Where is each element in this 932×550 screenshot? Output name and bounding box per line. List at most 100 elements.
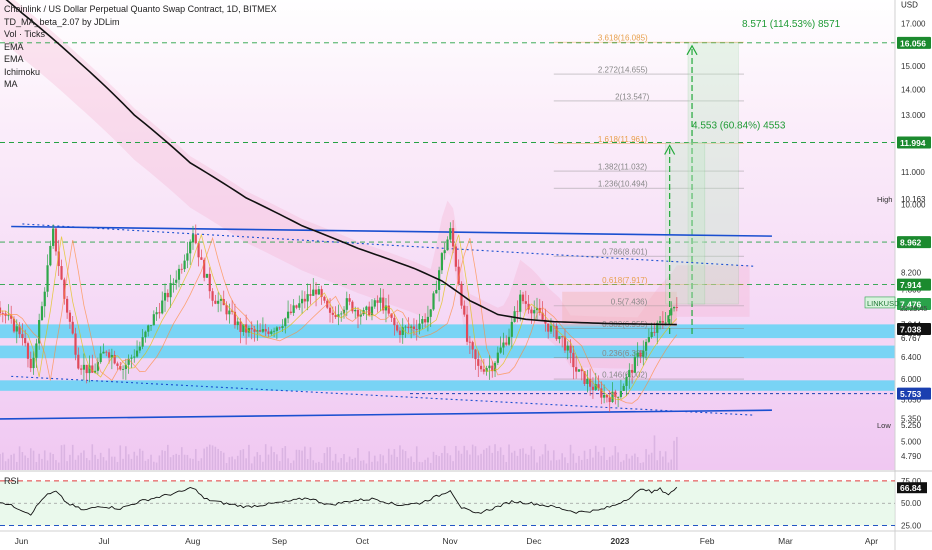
- candle-body: [121, 369, 125, 370]
- fib-level-label-5: 1.236(10.494): [598, 180, 648, 189]
- volume-bar: [530, 446, 533, 470]
- price-label-10: 6.767: [901, 334, 922, 343]
- volume-bar: [7, 458, 10, 470]
- candle-body: [340, 313, 343, 315]
- volume-bar: [332, 460, 334, 470]
- volume-bar: [580, 459, 583, 470]
- time-axis-tick-0: Jun: [15, 536, 29, 546]
- candle-body: [133, 356, 136, 358]
- candle-body: [365, 306, 368, 311]
- volume-bar: [522, 448, 524, 470]
- candle-body: [516, 311, 519, 313]
- candle-body: [284, 318, 287, 327]
- candle-body: [10, 315, 13, 319]
- price-label-9: 7.038: [900, 324, 922, 334]
- volume-bar: [139, 448, 141, 470]
- volume-bar: [642, 462, 645, 470]
- fib-level-label-10: 0.236(6.389): [602, 349, 648, 358]
- candle-body: [242, 324, 245, 332]
- candle-body: [493, 362, 497, 372]
- candle-body: [401, 327, 404, 335]
- candle-body: [66, 298, 69, 313]
- legend-indicator-ma[interactable]: MA: [4, 79, 18, 89]
- volume-bar: [586, 458, 589, 470]
- volume-bar: [544, 444, 547, 470]
- volume-bar: [208, 444, 211, 470]
- volume-bar: [239, 450, 242, 470]
- candle-body: [351, 301, 354, 312]
- price-axis-tick-7: 10.000: [901, 201, 926, 210]
- legend-title[interactable]: Chainlink / US Dollar Perpetual Quanto S…: [4, 4, 277, 14]
- legend-indicator-volume[interactable]: Vol · Ticks: [4, 29, 46, 39]
- candle-body: [446, 239, 449, 251]
- candle-body: [144, 331, 147, 338]
- candle-body: [474, 349, 477, 360]
- volume-bar: [320, 463, 323, 470]
- candle-body: [597, 384, 600, 389]
- candle-body: [7, 315, 10, 317]
- volume-bar: [60, 445, 63, 470]
- volume-bar: [203, 448, 205, 470]
- candle-body: [189, 242, 192, 254]
- candle-body: [158, 312, 161, 314]
- candle-body: [440, 253, 444, 271]
- volume-bar: [480, 453, 482, 470]
- candle-body: [530, 309, 533, 314]
- volume-bar: [656, 460, 659, 470]
- volume-bar: [441, 452, 443, 470]
- volume-bar: [10, 454, 12, 470]
- candle-body: [628, 369, 631, 378]
- candle-body: [521, 294, 525, 302]
- candle-body: [186, 253, 189, 261]
- volume-bar: [471, 444, 474, 470]
- volume-bar: [670, 459, 673, 470]
- volume-bar: [287, 458, 289, 470]
- candle-body: [205, 273, 209, 278]
- volume-bar: [253, 456, 256, 470]
- legend-indicator-ema-2[interactable]: EMA: [4, 54, 24, 64]
- candle-body: [228, 310, 231, 315]
- price-label-12: 5.250: [901, 421, 922, 430]
- fib-level-label-1: 2.272(14.655): [598, 66, 648, 75]
- volume-bar: [32, 450, 35, 470]
- volume-bar: [373, 455, 376, 470]
- fib-level-label-8: 0.5(7.436): [611, 297, 648, 306]
- legend-indicator-ichimoku[interactable]: Ichimoku: [4, 66, 41, 77]
- volume-bar: [393, 449, 396, 470]
- candle-body: [300, 298, 304, 304]
- fib-level-label-9: 0.382(6.955): [602, 320, 648, 329]
- volume-bar: [631, 455, 633, 470]
- candle-body: [272, 330, 276, 332]
- candle-body: [267, 331, 270, 334]
- candle-body: [306, 294, 309, 302]
- candle-body: [630, 369, 634, 373]
- volume-bar: [415, 446, 418, 470]
- volume-bar: [228, 457, 231, 470]
- price-label-4: 8.962: [900, 238, 922, 248]
- rsi-pane-label[interactable]: RSI: [4, 476, 20, 486]
- candle-body: [317, 289, 320, 295]
- volume-bar: [625, 454, 628, 470]
- candle-body: [219, 298, 223, 301]
- volume-bar: [24, 455, 26, 470]
- legend-indicator-ema-1[interactable]: EMA: [4, 41, 24, 52]
- channel-line-0: [11, 225, 772, 237]
- volume-bar: [620, 461, 622, 470]
- candle-body: [482, 369, 485, 372]
- volume-bar: [102, 457, 105, 470]
- candle-body: [418, 323, 421, 330]
- volume-bar: [337, 462, 340, 470]
- rsi-value-box: [897, 482, 927, 494]
- legend-indicator-td-ma[interactable]: TD_MA_beta_2.07 by JDLim: [4, 16, 120, 27]
- volume-bar: [178, 454, 180, 470]
- volume-bar: [276, 454, 278, 470]
- volume-bar: [410, 456, 412, 470]
- price-label-7: 22:29:45: [900, 306, 927, 313]
- volume-bar: [326, 447, 329, 470]
- candle-body: [231, 310, 234, 312]
- volume-bar: [614, 446, 617, 470]
- candle-body: [180, 268, 183, 270]
- candle-body: [337, 314, 340, 318]
- channel-line-2: [22, 223, 756, 267]
